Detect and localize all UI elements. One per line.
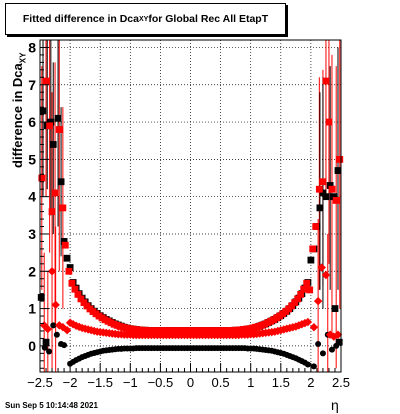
chart-title-text: Fitted difference in Dca xyxy=(22,13,139,25)
chart-title-sub: XY xyxy=(138,15,149,23)
data-point xyxy=(51,189,59,197)
data-point xyxy=(319,178,327,186)
data-point xyxy=(57,178,65,186)
data-point xyxy=(312,223,320,230)
data-point xyxy=(38,174,46,182)
data-point xyxy=(60,238,68,245)
data-point xyxy=(50,322,57,329)
y-tick-label: 7 xyxy=(28,77,36,93)
data-point xyxy=(291,299,299,307)
x-tick-label: 2 xyxy=(307,375,314,390)
data-point xyxy=(306,286,314,294)
data-point xyxy=(315,185,323,193)
data-point xyxy=(321,270,331,280)
data-point xyxy=(65,267,73,275)
y-axis-label-sub: XY xyxy=(18,52,28,64)
chart-title-suffix: for Global Rec All EtapT xyxy=(148,13,269,25)
data-point xyxy=(303,279,311,287)
data-point xyxy=(316,204,324,212)
data-point xyxy=(42,77,50,85)
data-point xyxy=(328,346,335,353)
data-point xyxy=(332,197,340,204)
data-point xyxy=(317,263,326,272)
y-tick-label: 4 xyxy=(28,189,36,205)
data-point xyxy=(68,279,76,287)
data-point xyxy=(333,342,340,349)
data-point xyxy=(307,256,315,264)
data-point xyxy=(300,285,308,293)
data-point xyxy=(297,291,305,298)
data-point xyxy=(42,338,50,346)
data-point xyxy=(46,122,54,130)
x-tick-label: −2.5 xyxy=(27,375,53,390)
data-point xyxy=(294,295,302,303)
data-point xyxy=(47,118,55,126)
data-point xyxy=(74,291,82,298)
x-tick-label: 1 xyxy=(247,375,254,390)
x-tick-label: 0.5 xyxy=(212,375,230,390)
data-point xyxy=(330,193,338,201)
data-point xyxy=(65,318,75,327)
data-point xyxy=(333,330,343,339)
timestamp-footer: Sun Sep 5 10:14:48 2021 xyxy=(5,401,98,410)
data-point xyxy=(47,267,57,276)
data-point xyxy=(309,245,317,253)
data-point xyxy=(322,77,330,85)
data-point xyxy=(53,331,60,338)
data-point xyxy=(40,321,49,330)
data-point xyxy=(336,155,344,163)
data-point xyxy=(54,114,62,122)
data-point xyxy=(71,285,79,293)
data-point xyxy=(37,293,45,301)
y-tick-label: 3 xyxy=(28,226,36,242)
x-tick-label: 1.5 xyxy=(272,375,290,390)
data-point xyxy=(335,338,343,346)
data-point xyxy=(39,107,47,115)
data-point xyxy=(51,300,60,310)
data-point xyxy=(334,167,342,174)
y-tick-label: 8 xyxy=(28,39,36,55)
y-axis-label: difference in DcaXY xyxy=(10,53,28,168)
data-point xyxy=(310,363,317,370)
data-point xyxy=(315,341,322,348)
data-point xyxy=(313,296,323,306)
data-point xyxy=(49,141,57,148)
x-tick-label: 0 xyxy=(187,375,194,390)
y-tick-label: 2 xyxy=(28,263,36,279)
data-point xyxy=(66,264,74,271)
y-tick-label: 6 xyxy=(28,114,36,130)
data-point xyxy=(328,185,336,193)
data-point xyxy=(304,361,311,368)
y-tick-label: 0 xyxy=(28,338,36,354)
y-tick-label: 5 xyxy=(28,151,36,167)
data-point xyxy=(55,126,63,133)
data-point xyxy=(43,324,53,334)
data-point xyxy=(46,348,53,355)
x-tick-label: 2.5 xyxy=(332,375,350,390)
y-axis-label-text: difference in Dca xyxy=(10,63,25,168)
y-tick-label: 1 xyxy=(28,301,36,317)
data-point xyxy=(319,189,327,197)
x-tick-label: −1 xyxy=(123,375,138,390)
data-point xyxy=(61,342,68,349)
x-axis-label: η xyxy=(331,397,339,413)
x-tick-label: −1.5 xyxy=(87,375,113,390)
chart-title: Fitted difference in Dca XY for Global Re… xyxy=(5,3,286,35)
data-point xyxy=(322,193,330,201)
data-point xyxy=(309,323,319,332)
data-point xyxy=(326,182,334,189)
data-point xyxy=(319,350,326,357)
x-tick-label: −2 xyxy=(63,375,78,390)
data-point xyxy=(331,305,339,312)
data-point xyxy=(48,208,56,215)
data-point xyxy=(325,118,333,126)
x-tick-label: −0.5 xyxy=(148,375,174,390)
data-point xyxy=(77,295,85,303)
data-point xyxy=(62,326,72,335)
data-point xyxy=(59,204,67,212)
data-point xyxy=(63,254,71,262)
data-point xyxy=(303,317,313,327)
data-point xyxy=(61,241,69,249)
